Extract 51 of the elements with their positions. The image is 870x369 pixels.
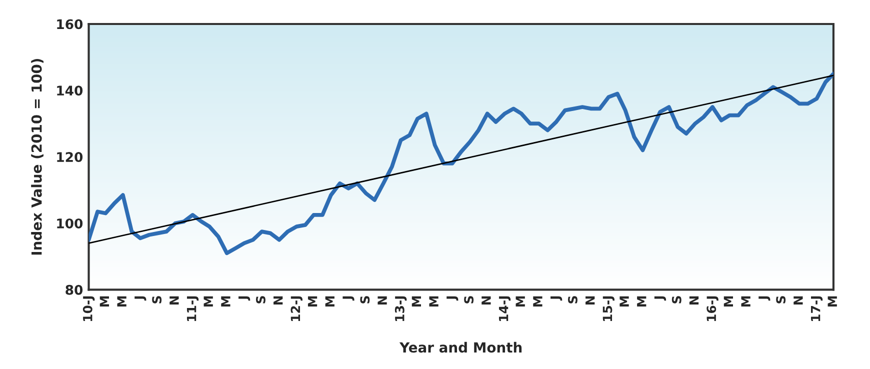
x-tick-label: N — [794, 296, 803, 305]
x-tick-label: 11-J — [186, 296, 199, 322]
x-tick-label: J — [758, 296, 770, 301]
x-axis-title: Year and Month — [399, 342, 522, 353]
x-tick-label: N — [482, 296, 491, 305]
x-tick-label: S — [464, 296, 474, 304]
x-tick-label: J — [134, 296, 146, 301]
x-tick-label: M — [204, 296, 213, 307]
y-axis-title: Index Value (2010 = 100) — [31, 58, 44, 255]
x-tick-label: M — [516, 296, 525, 307]
y-tick-label: 120 — [57, 152, 83, 162]
x-tick-label: S — [672, 296, 682, 304]
x-tick-label: M — [221, 296, 230, 307]
x-tick-label: 12-J — [290, 296, 303, 322]
x-tick-label: M — [429, 296, 438, 307]
x-tick-label: S — [776, 296, 786, 304]
x-tick-label: S — [256, 296, 266, 304]
x-tick-label: J — [238, 296, 250, 301]
x-tick-label: M — [828, 296, 837, 307]
x-tick-label: N — [689, 296, 699, 305]
x-tick-label: M — [620, 296, 629, 307]
x-tick-label: 17-J — [811, 296, 823, 322]
x-tick-label: 16-J — [706, 296, 718, 322]
x-tick-label: J — [654, 296, 666, 301]
x-tick-label: M — [412, 296, 421, 307]
x-tick-label: S — [152, 296, 162, 304]
x-tick-label: N — [274, 296, 283, 305]
x-tick-label: S — [360, 296, 370, 304]
x-tick-label: M — [637, 296, 646, 307]
x-tick-label: S — [568, 296, 578, 304]
x-tick-label: J — [342, 296, 354, 301]
x-tick-label: 15-J — [602, 296, 615, 322]
x-tick-label: 10-J — [82, 296, 95, 322]
x-tick-label: N — [378, 296, 387, 305]
x-tick-label: M — [100, 296, 109, 307]
x-tick-label: M — [741, 296, 750, 307]
x-tick-label: M — [325, 296, 334, 307]
y-tick-label: 140 — [57, 86, 83, 96]
x-tick-label: M — [724, 296, 733, 307]
x-tick-label: J — [446, 296, 458, 301]
x-tick-label: M — [533, 296, 542, 307]
y-tick-label: 160 — [57, 19, 83, 30]
x-tick-label: N — [586, 296, 595, 305]
x-tick-label: 13-J — [394, 296, 407, 322]
x-tick-label: J — [550, 296, 562, 301]
x-tick-label: 14-J — [498, 296, 511, 322]
x-tick-label: M — [308, 296, 318, 307]
x-tick-label: N — [170, 296, 179, 305]
y-tick-label: 80 — [66, 284, 83, 295]
y-tick-label: 100 — [57, 218, 83, 228]
x-tick-label: M — [117, 296, 126, 307]
